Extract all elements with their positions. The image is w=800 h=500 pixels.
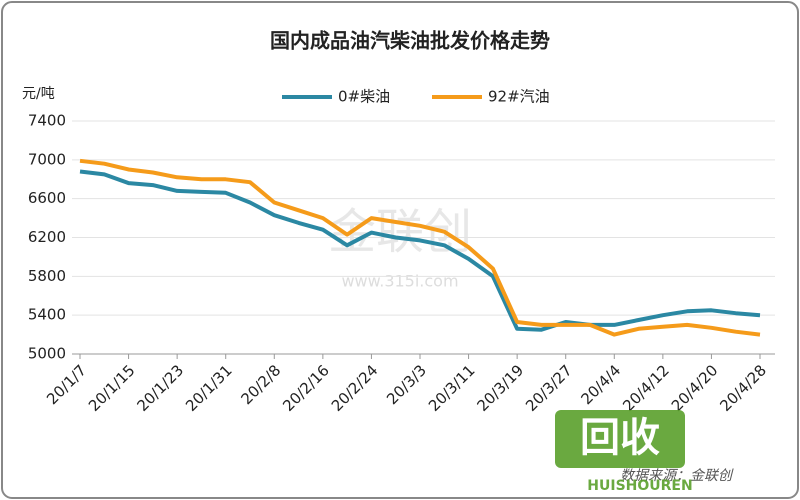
legend-label: 0#柴油 <box>338 88 390 106</box>
y-axis-label: 元/吨 <box>22 86 55 102</box>
y-tick-label: 5000 <box>28 345 66 363</box>
watermark-url: www.315i.com <box>341 272 458 291</box>
logo: 回收 HUISHOUREN <box>555 410 693 494</box>
y-tick-label: 7000 <box>28 150 66 168</box>
y-tick-label: 6200 <box>28 228 66 246</box>
y-tick-label: 5800 <box>28 267 66 285</box>
logo-text: 回收 <box>580 415 660 461</box>
y-tick-label: 7400 <box>28 112 66 130</box>
chart-title: 国内成品油汽柴油批发价格走势 <box>270 29 550 53</box>
logo-bg <box>555 410 685 468</box>
y-tick-label: 6600 <box>28 189 66 207</box>
legend-label: 92#汽油 <box>488 88 550 106</box>
source: 数据来源：金联创 <box>620 468 734 484</box>
line-series <box>79 169 761 332</box>
logo-subtext: HUISHOUREN <box>587 478 692 494</box>
y-tick-label: 5400 <box>28 306 66 324</box>
line-series <box>79 158 761 337</box>
